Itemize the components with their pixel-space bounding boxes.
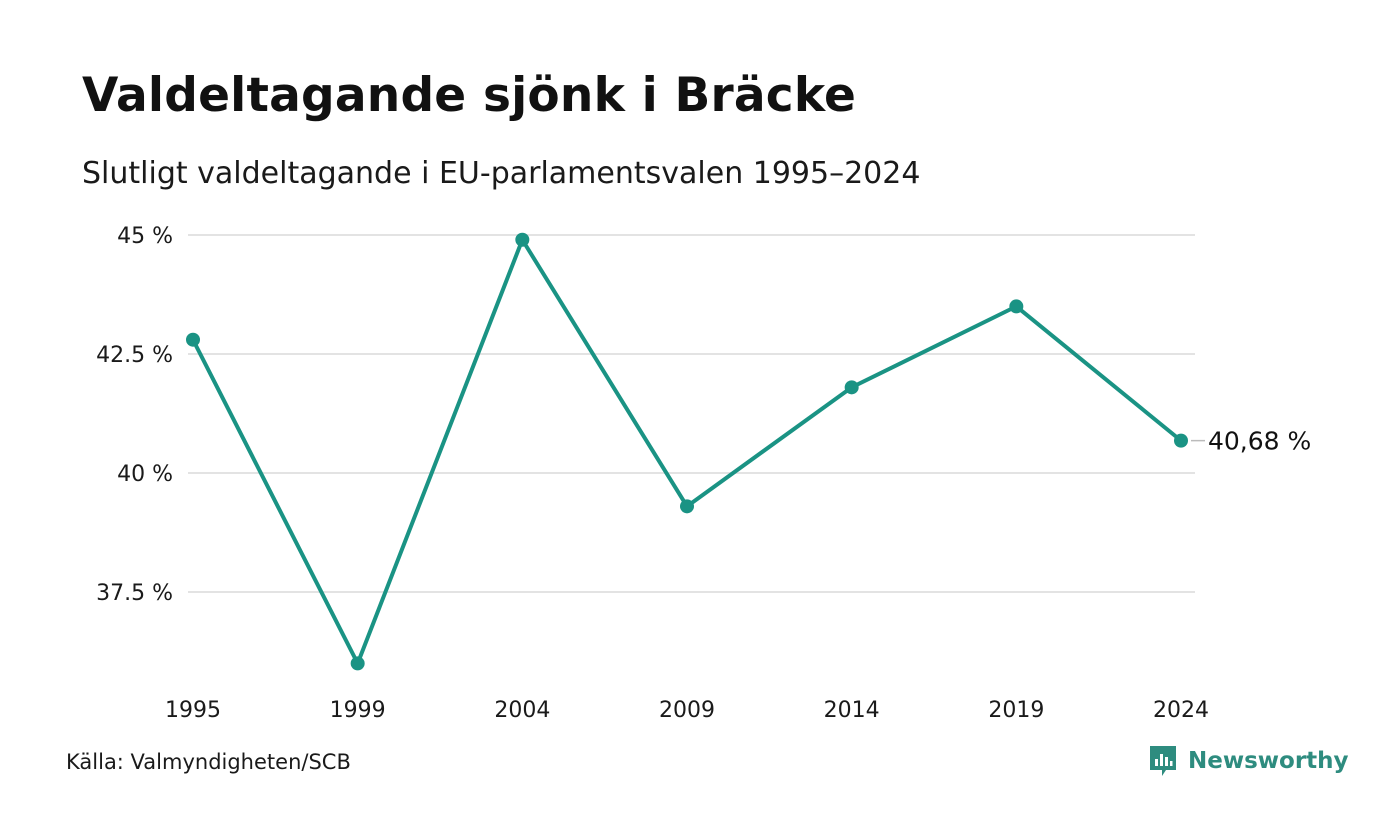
y-axis-ticks: 37.5 % 40 % 42.5 % 45 % <box>96 224 173 606</box>
source-note: Källa: Valmyndigheten/SCB <box>66 750 351 774</box>
x-tick-label: 2014 <box>824 698 880 723</box>
end-value-label: 40,68 % <box>1208 427 1311 456</box>
data-point <box>515 232 530 247</box>
x-tick-label: 2019 <box>988 698 1044 723</box>
data-point <box>680 499 694 514</box>
series-turnout <box>186 232 1188 671</box>
y-tick-label: 37.5 % <box>96 581 173 606</box>
y-tick-label: 45 % <box>117 224 173 249</box>
brand-logo: Newsworthy <box>1148 744 1349 778</box>
data-point <box>844 380 859 395</box>
x-axis-ticks: 1995 1999 2004 2009 2014 2019 2024 <box>165 698 1209 723</box>
newsworthy-logo-icon <box>1150 746 1176 776</box>
data-point <box>1009 299 1024 314</box>
data-point <box>1174 433 1188 448</box>
x-tick-label: 2004 <box>494 698 550 723</box>
chart-subtitle: Slutligt valdeltagande i EU-parlamentsva… <box>82 156 921 191</box>
x-tick-label: 2009 <box>659 698 715 723</box>
brand-name: Newsworthy <box>1188 748 1349 774</box>
data-point <box>350 656 365 671</box>
end-annotation: 40,68 % <box>1191 427 1311 456</box>
series-line <box>191 237 1183 666</box>
data-point <box>186 332 200 347</box>
x-tick-label: 1999 <box>330 698 386 723</box>
chart-title: Valdeltagande sjönk i Bräcke <box>82 68 857 123</box>
grid-lines <box>188 234 1195 593</box>
x-tick-label: 2024 <box>1153 698 1209 723</box>
y-tick-label: 40 % <box>117 462 173 487</box>
y-tick-label: 42.5 % <box>96 343 173 368</box>
x-tick-label: 1995 <box>165 698 221 723</box>
